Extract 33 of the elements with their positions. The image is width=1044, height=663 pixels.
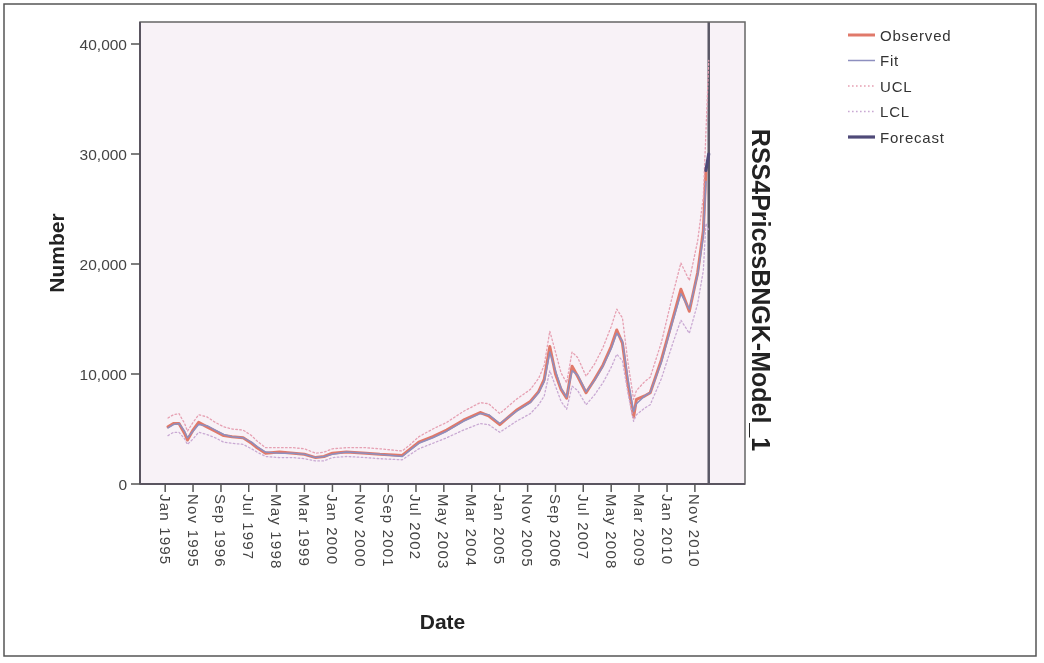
legend-label: UCL: [880, 77, 913, 95]
x-tick-label: Jul 1997: [240, 494, 258, 561]
y-axis-title: Number: [44, 213, 68, 293]
x-tick-label: Mar 2009: [630, 494, 648, 567]
x-tick-label: Nov 2005: [519, 494, 537, 568]
y-tick-label: 40,000: [79, 35, 128, 53]
y-tick-label: 20,000: [79, 255, 128, 273]
x-tick-label: May 2008: [602, 494, 620, 570]
x-tick-label: Sep 2001: [379, 494, 397, 568]
x-tick-label: Nov 1995: [184, 494, 202, 568]
legend-label: LCL: [880, 103, 910, 120]
legend-label: Observed: [880, 26, 952, 44]
x-tick-label: Nov 2000: [351, 494, 369, 568]
x-tick-label: Jan 2005: [491, 494, 509, 566]
y-tick-label: 0: [118, 475, 128, 493]
x-tick-label: Mar 2004: [463, 494, 481, 567]
x-tick-label: Jul 2002: [407, 494, 425, 561]
x-tick-label: Nov 2010: [686, 494, 704, 568]
x-tick-label: Sep 1996: [212, 494, 230, 568]
legend-label: Fit: [880, 52, 900, 69]
x-tick-label: Sep 2006: [546, 494, 564, 568]
x-tick-label: Jan 2000: [323, 494, 341, 566]
x-tick-label: Mar 1999: [295, 494, 313, 567]
x-tick-label: May 2003: [435, 494, 453, 570]
x-axis-title: Date: [419, 609, 466, 633]
y-tick-label: 10,000: [79, 365, 128, 383]
x-tick-label: Jan 2010: [658, 494, 676, 566]
text: RSS4PricesBNGK-Model_1: [747, 128, 775, 452]
legend-label: Forecast: [880, 128, 945, 146]
y-tick-label: 30,000: [79, 145, 128, 163]
x-tick-label: Jan 1995: [156, 494, 174, 566]
x-tick-label: May 1998: [268, 494, 286, 570]
x-tick-label: Jul 2007: [574, 494, 592, 561]
